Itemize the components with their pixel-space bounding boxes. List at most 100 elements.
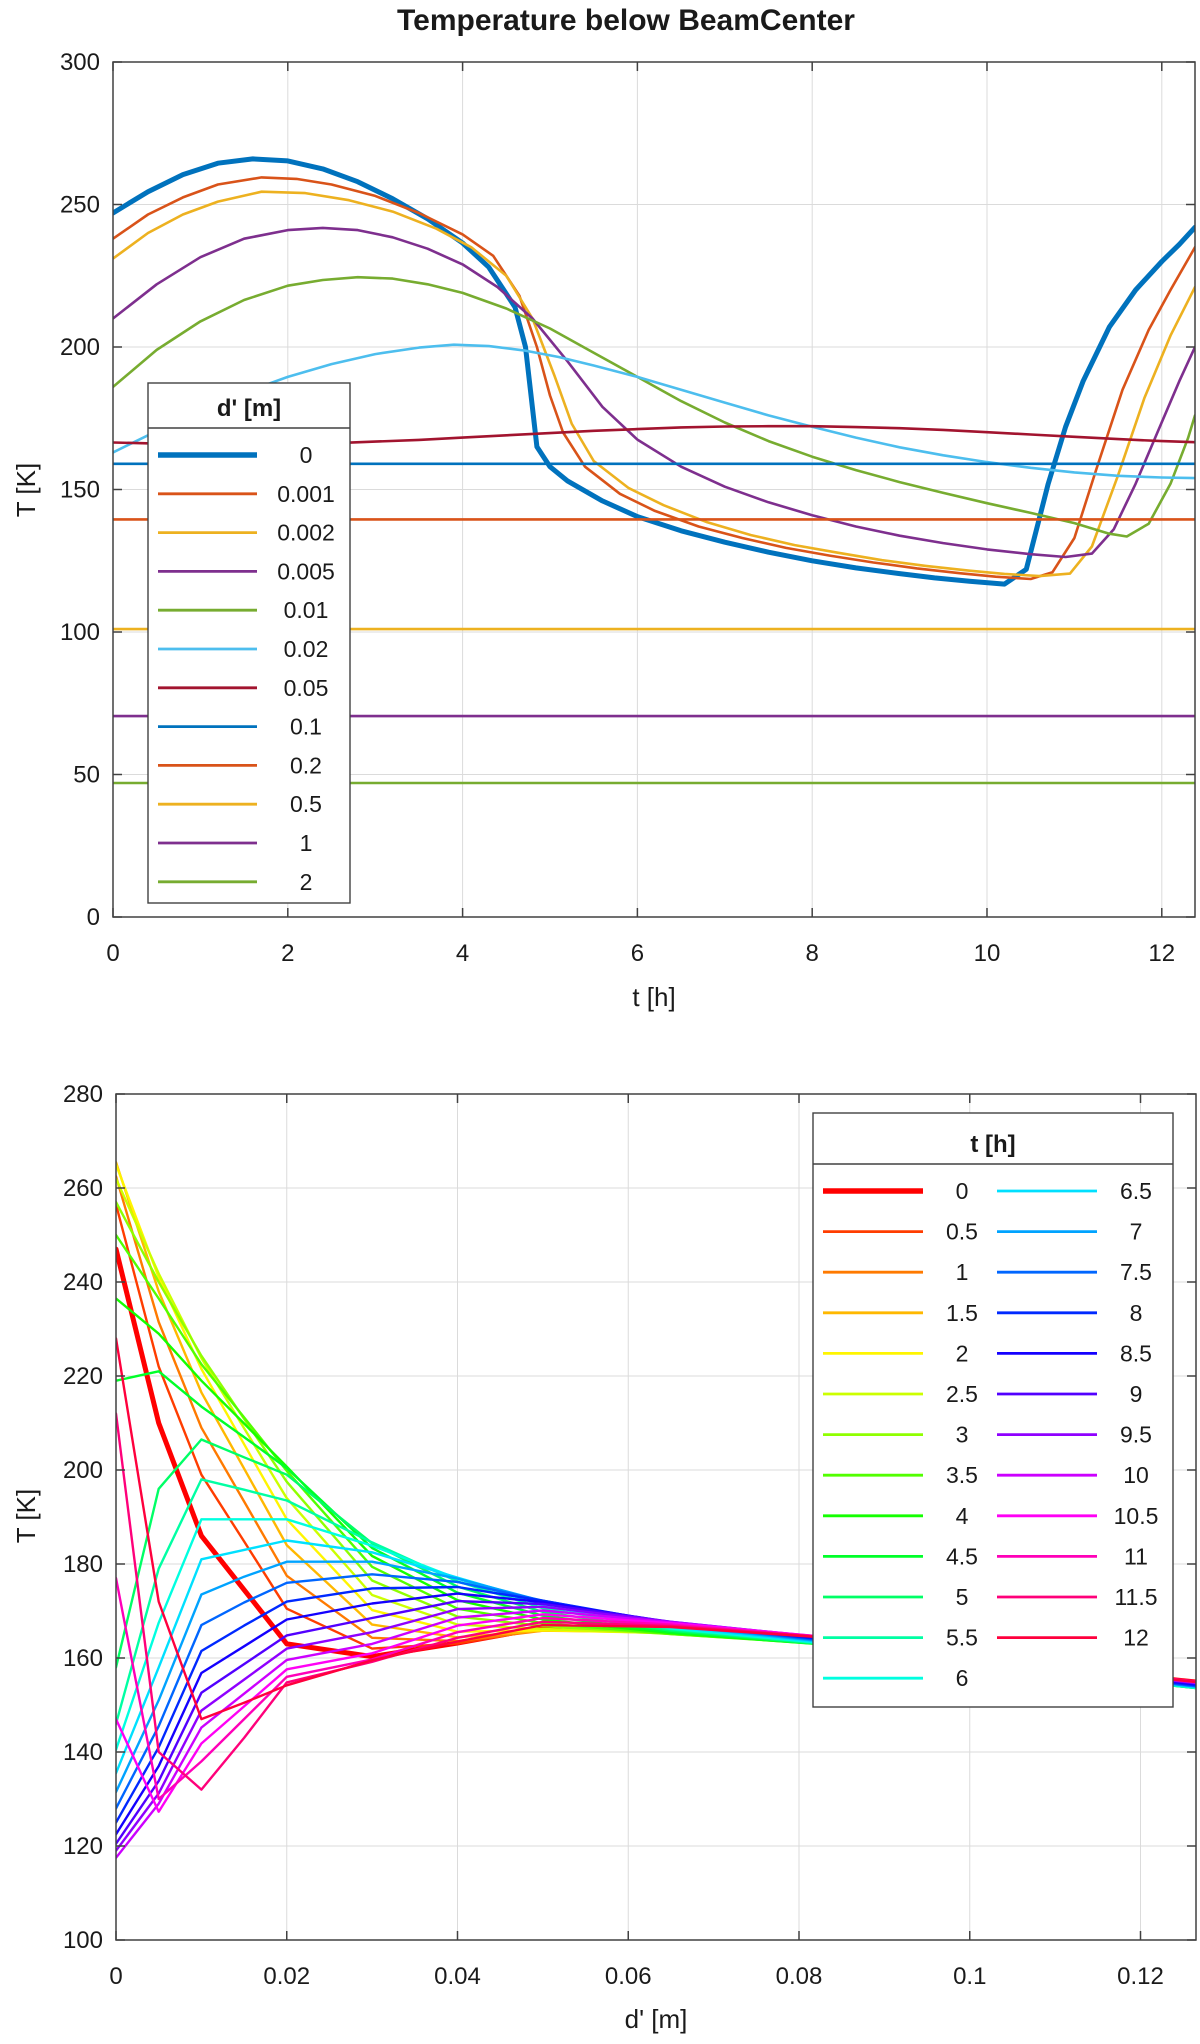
- legend-entry-label: 9.5: [1120, 1422, 1152, 1448]
- legend-entry-label: 0.002: [277, 520, 335, 546]
- legend-entry-label: 2: [956, 1340, 969, 1366]
- legend-entry: 2: [158, 869, 312, 895]
- x-tick-label: 8: [806, 940, 819, 967]
- legend-entry-label: 7.5: [1120, 1259, 1152, 1285]
- legend-entry: 0.002: [158, 520, 335, 546]
- series-0: [113, 156, 1195, 587]
- legend-entry: 10: [997, 1462, 1149, 1488]
- legend-entry: 0.05: [158, 675, 328, 701]
- legend-entry-label: 0.5: [946, 1219, 978, 1245]
- y-tick-label: 250: [60, 192, 100, 219]
- legend-entry: 2.5: [823, 1381, 978, 1407]
- x-tick-label: 12: [1148, 940, 1175, 967]
- x-tick-label: 2: [281, 940, 294, 967]
- legend-entry-label: 0.01: [284, 597, 329, 623]
- legend-entry: 0.02: [158, 636, 328, 662]
- axis-ticks: [112, 61, 1195, 918]
- chart1-xlabel: t [h]: [632, 982, 676, 1012]
- x-tick-label: 0: [109, 1963, 122, 1990]
- chart2-ylabel: T [K]: [11, 1488, 41, 1544]
- x-tick-label: 0.02: [263, 1963, 310, 1990]
- y-tick-label: 240: [63, 1269, 103, 1296]
- legend-title: d' [m]: [217, 395, 281, 422]
- legend-entry-label: 0.2: [290, 752, 322, 778]
- series-group: [113, 156, 1195, 785]
- x-tick-label: 6: [631, 940, 644, 967]
- legend-entry: 3: [823, 1422, 968, 1448]
- legend-entry: 4.5: [823, 1543, 978, 1569]
- y-tick-label: 140: [63, 1739, 103, 1766]
- legend-entry-label: 3: [956, 1422, 969, 1448]
- legend-entry-label: 4: [956, 1503, 969, 1529]
- legend-entry: 6: [823, 1665, 968, 1691]
- legend-entry-label: 1: [956, 1259, 969, 1285]
- chart1-ylabel: T [K]: [11, 462, 41, 518]
- chart1-title: Temperature below BeamCenter: [397, 4, 855, 37]
- x-tick-label: 0.08: [776, 1963, 823, 1990]
- legend-entry: 1: [823, 1259, 968, 1285]
- legend-entry: 11: [997, 1543, 1148, 1569]
- y-tick-label: 50: [73, 762, 100, 789]
- legend-entry: 11.5: [997, 1584, 1158, 1610]
- series-0.002: [113, 190, 1195, 578]
- legend-entry: 0.5: [158, 791, 322, 817]
- legend-entry: 0.2: [158, 752, 322, 778]
- legend-entry-label: 4.5: [946, 1543, 978, 1569]
- x-tick-label: 0.12: [1117, 1963, 1164, 1990]
- legend: t [h]00.511.522.533.544.555.566.577.588.…: [812, 1112, 1174, 1708]
- grid-lines: [116, 1094, 1196, 1940]
- legend-entry-label: 0: [956, 1178, 969, 1204]
- legend: d' [m] 0 0.001 0.002 0.005 0.01 0.02 0.05 0.1 0.2…: [147, 382, 351, 904]
- legend-entry: 8.5: [997, 1340, 1152, 1366]
- legend-box: [147, 382, 351, 904]
- y-tick-label: 150: [60, 477, 100, 504]
- series-0.02: [113, 343, 1195, 480]
- x-tick-label: 10: [974, 940, 1001, 967]
- legend-entry: 12: [997, 1625, 1149, 1651]
- x-tick-label: 0.1: [953, 1963, 986, 1990]
- y-tick-label: 120: [63, 1833, 103, 1860]
- legend-entry: 6.5: [997, 1178, 1152, 1204]
- series-0.01: [113, 275, 1195, 538]
- y-tick-label: 0: [87, 904, 100, 931]
- x-tick-label: 0: [106, 940, 119, 967]
- x-tick-label: 0.04: [434, 1963, 481, 1990]
- plot-frame: [115, 1093, 1197, 1941]
- legend-entry: 5: [823, 1584, 968, 1610]
- legend-entry: 10.5: [997, 1503, 1158, 1529]
- series-0.005: [113, 226, 1195, 559]
- legend-entry-label: 7: [1130, 1219, 1143, 1245]
- y-tick-label: 100: [60, 619, 100, 646]
- legend-entry: 9.5: [997, 1422, 1152, 1448]
- legend-box: [812, 1112, 1174, 1708]
- legend-entry-label: 0.5: [290, 791, 322, 817]
- legend-entry-label: 0: [300, 442, 313, 468]
- legend-entry: 0: [823, 1178, 968, 1204]
- y-tick-label: 200: [60, 334, 100, 361]
- legend-entry: 3.5: [823, 1462, 978, 1488]
- legend-entry-label: 9: [1130, 1381, 1143, 1407]
- legend-entry: 0.01: [158, 597, 328, 623]
- legend-entry-label: 12: [1123, 1625, 1149, 1651]
- legend-entry-label: 3.5: [946, 1462, 978, 1488]
- legend-entry: 0.5: [823, 1219, 978, 1245]
- legend-entry: 7.5: [997, 1259, 1152, 1285]
- legend-entry-label: 1.5: [946, 1300, 978, 1326]
- legend-entry-label: 2.5: [946, 1381, 978, 1407]
- x-tick-label: 4: [456, 940, 469, 967]
- legend-entry: 4: [823, 1503, 969, 1529]
- legend-entry: 2: [823, 1340, 968, 1366]
- legend-entry: 0: [158, 442, 312, 468]
- legend-entry-label: 0.005: [277, 558, 335, 584]
- series-0.001: [113, 176, 1195, 581]
- legend-entry: 1: [158, 830, 312, 856]
- legend-entry: 0.005: [158, 558, 335, 584]
- legend-entry-label: 1: [300, 830, 313, 856]
- legend-entry-label: 8: [1130, 1300, 1143, 1326]
- legend-entry-label: 0.001: [277, 481, 335, 507]
- legend-entry-label: 11: [1124, 1543, 1148, 1569]
- legend-entry: 9: [997, 1381, 1142, 1407]
